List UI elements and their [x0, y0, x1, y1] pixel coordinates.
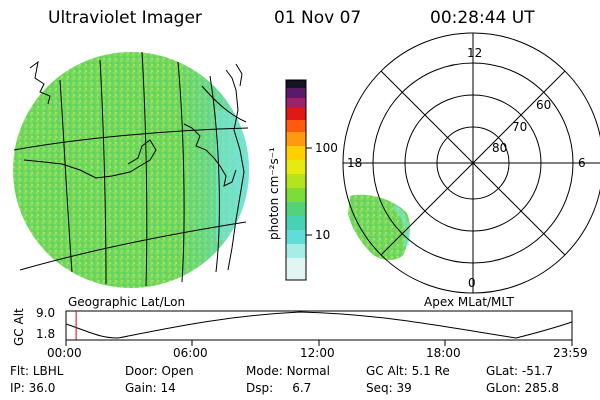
xtick-0000: 00:00: [47, 346, 82, 360]
polar-plot: [342, 32, 600, 294]
info-seq: Seq: 39: [366, 381, 412, 395]
altitude-ytick-9: 9.0: [36, 306, 56, 320]
polar-plot-label: Apex MLat/MLT: [424, 295, 514, 309]
time-label: 00:28:44 UT: [430, 8, 535, 28]
polar-aurora-oval: [348, 194, 410, 260]
altitude-curve: [65, 311, 573, 339]
geographic-image: [13, 52, 249, 288]
altitude-ytick-1-8: 1.8: [36, 327, 56, 341]
xtick-0600: 06:00: [173, 346, 208, 360]
polar-hour-6: 6: [578, 156, 586, 170]
info-gain: Gain: 14: [125, 381, 176, 395]
info-flt: Flt: LBHL: [10, 364, 64, 378]
colorbar: [285, 79, 312, 281]
polar-hour-18: 18: [347, 156, 363, 170]
xtick-1800: 18:00: [426, 346, 461, 360]
altitude-plot: [65, 310, 573, 346]
info-mode: Mode: Normal: [246, 364, 330, 378]
polar-lat-60: 60: [536, 98, 552, 112]
info-gc-alt: GC Alt: 5.1 Re: [366, 364, 450, 378]
xtick-1200: 12:00: [300, 346, 335, 360]
info-glat: GLat: -51.7: [486, 364, 553, 378]
instrument-title: Ultraviolet Imager: [48, 8, 202, 28]
xtick-2359: 23:59: [553, 346, 588, 360]
info-dsp: Dsp: 6.7: [246, 381, 312, 395]
colorbar-tick-100: 100: [315, 141, 338, 155]
colorbar-unit-label: photon cm⁻²s⁻¹: [267, 147, 281, 240]
info-ip: IP: 36.0: [10, 381, 56, 395]
altitude-ylabel: GC Alt: [12, 308, 26, 346]
coastlines: [23, 60, 245, 271]
colorbar-tick-10: 10: [315, 228, 331, 242]
latlon-grid: [13, 51, 249, 287]
polar-hour-0: 0: [468, 276, 476, 290]
date-label: 01 Nov 07: [274, 8, 362, 28]
info-door: Door: Open: [125, 364, 194, 378]
info-glon: GLon: 285.8: [486, 381, 559, 395]
polar-hour-12: 12: [467, 46, 483, 60]
polar-lat-80: 80: [492, 141, 508, 155]
geo-map-label: Geographic Lat/Lon: [68, 295, 186, 309]
polar-lat-70: 70: [512, 120, 528, 134]
